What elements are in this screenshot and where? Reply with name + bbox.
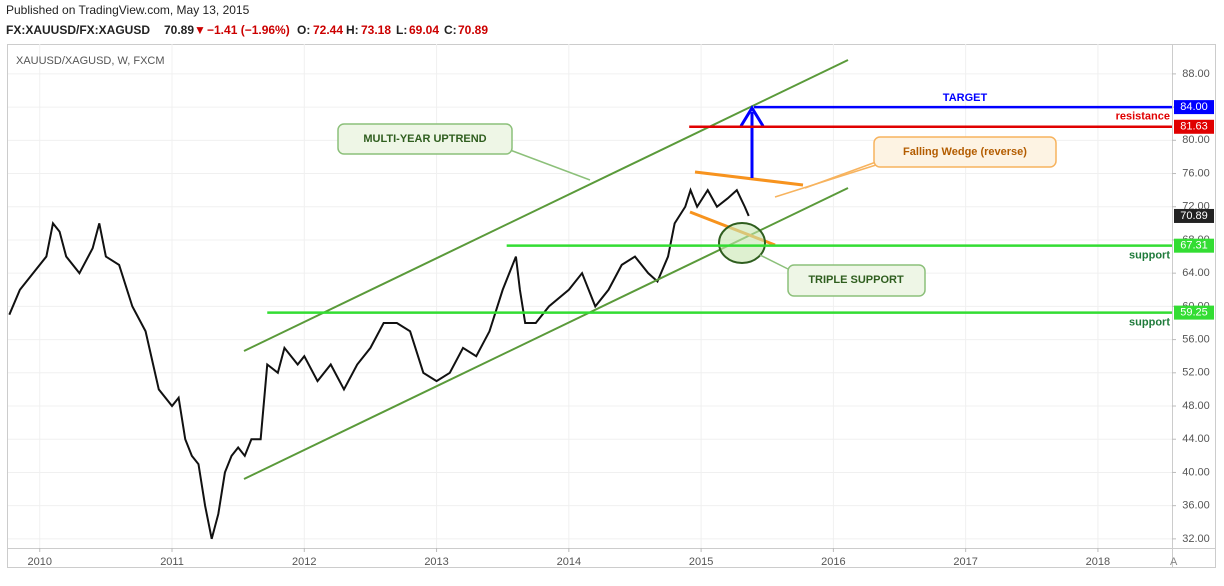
level-label: 67.31: [1180, 240, 1208, 252]
uptrend-label: MULTI-YEAR UPTREND: [363, 133, 486, 145]
y-tick-label: 32.00: [1182, 533, 1210, 545]
c-label: C:: [444, 23, 457, 37]
level-text: TARGET: [943, 92, 988, 104]
y-tick-label: 76.00: [1182, 167, 1210, 179]
level-label: 84.00: [1180, 101, 1208, 113]
x-tick-label: 2014: [557, 556, 581, 568]
low: 69.04: [409, 23, 439, 37]
x-tick-label: 2011: [160, 556, 184, 568]
y-tick-label: 88.00: [1182, 68, 1210, 80]
x-tick-label: 2017: [953, 556, 977, 568]
level-label: 81.63: [1180, 121, 1208, 133]
x-tick-label: 2013: [424, 556, 448, 568]
autoscale-button[interactable]: A: [1170, 556, 1178, 568]
callout-box: [337, 123, 513, 155]
callout-line: [774, 164, 877, 198]
y-tick-label: 56.00: [1182, 333, 1210, 345]
y-tick-label: 40.00: [1182, 466, 1210, 478]
level-text: resistance: [1116, 111, 1170, 123]
level-label-box: [1174, 100, 1214, 115]
ohlc-line: FX:XAUUSD/FX:XAGUSD 70.89 ▼ −1.41 (−1.96…: [6, 23, 488, 37]
support-circle: [718, 222, 766, 264]
level-label: 70.89: [1180, 210, 1208, 222]
callout-box: [873, 136, 1057, 168]
wedge-top: [694, 170, 804, 187]
x-tick-label: 2010: [28, 556, 52, 568]
level-label-box: [1174, 119, 1214, 134]
level-label-box: [1174, 305, 1214, 320]
open: 72.44: [313, 23, 343, 37]
wedge-label: Falling Wedge (reverse): [903, 146, 1027, 158]
levels: 84.00 TARGET 81.63 resistance 70.89 67.31 supp…: [267, 92, 1214, 329]
x-tick-label: 2015: [689, 556, 713, 568]
x-tick-label: 2012: [292, 556, 316, 568]
y-tick-label: 52.00: [1182, 367, 1210, 379]
level-text: support: [1129, 250, 1170, 262]
target-arrowhead: [739, 105, 765, 127]
chart-title: XAUUSD/XAGUSD, W, FXCM: [16, 55, 165, 67]
callout-box: [787, 264, 926, 297]
published: Published on TradingView.com, May 13, 20…: [6, 3, 250, 17]
series: [8, 187, 750, 540]
o-label: O:: [297, 23, 310, 37]
symbol: FX:XAUUSD/FX:XAGUSD: [6, 23, 150, 37]
close: 70.89: [458, 23, 488, 37]
arrow: ▼: [194, 23, 206, 37]
price-line: [8, 187, 750, 540]
level-label-box: [1174, 208, 1214, 223]
x-tick-label: 2018: [1086, 556, 1110, 568]
y-tick-label: 80.00: [1182, 134, 1210, 146]
y-tick-label: 44.00: [1182, 433, 1210, 445]
callout-line: [509, 149, 591, 181]
y-tick-label: 48.00: [1182, 400, 1210, 412]
h-label: H:: [346, 23, 359, 37]
level-label: 59.25: [1180, 307, 1208, 319]
triple-label: TRIPLE SUPPORT: [808, 274, 904, 286]
l-label: L:: [396, 23, 407, 37]
y-tick-label: 64.00: [1182, 267, 1210, 279]
x-tick-label: 2016: [821, 556, 845, 568]
upper-channel: [243, 59, 849, 352]
change: −1.41 (−1.96%): [207, 23, 290, 37]
frame: [7, 44, 1216, 568]
level-label-box: [1174, 238, 1214, 253]
level-text: support: [1129, 317, 1170, 329]
callout-line: [759, 254, 791, 271]
high: 73.18: [361, 23, 391, 37]
y-tick-label: 36.00: [1182, 500, 1210, 512]
last: 70.89: [164, 23, 194, 37]
